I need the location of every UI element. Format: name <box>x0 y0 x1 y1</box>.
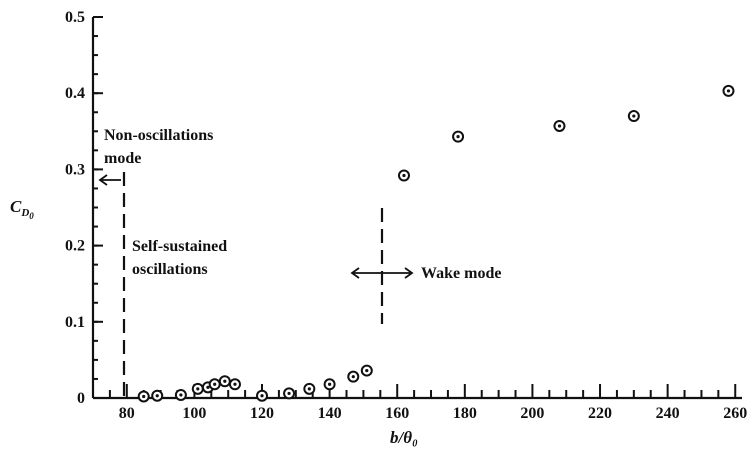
y-tick-label: 0.2 <box>65 238 85 255</box>
x-tick-label: 80 <box>119 405 135 422</box>
data-point-center <box>233 382 237 386</box>
x-tick-label: 260 <box>723 405 747 422</box>
data-point-center <box>213 382 217 386</box>
y-axis-label-main: C <box>10 197 22 216</box>
data-point-center <box>287 391 291 396</box>
wake-mode-arrowhead-right <box>404 267 414 279</box>
annotation-non-oscillations-line2: mode <box>104 150 141 167</box>
x-tick-label: 140 <box>318 405 342 422</box>
data-point-center <box>557 124 562 128</box>
y-axis-label-sub: D <box>20 207 29 219</box>
x-tick-label: 240 <box>656 405 680 422</box>
y-tick-label: 0.3 <box>65 161 85 178</box>
wake-mode-arrowhead-left <box>350 267 360 279</box>
x-tick-label: 180 <box>453 405 477 422</box>
x-tick-label: 120 <box>250 405 274 422</box>
data-point-center <box>260 394 264 398</box>
data-point-center <box>351 375 355 379</box>
data-point-center <box>155 394 159 398</box>
data-point-center <box>223 379 227 383</box>
data-points <box>137 84 735 403</box>
annotation-self-sustained-line1: Self-sustained <box>132 238 227 255</box>
x-tick-label: 100 <box>182 405 206 422</box>
data-point-center <box>632 114 636 118</box>
data-point-center <box>726 89 731 93</box>
y-tick-label: 0.4 <box>65 85 85 102</box>
x-tick-label: 200 <box>520 405 544 422</box>
data-point-center <box>365 368 369 373</box>
non-oscillations-arrowhead <box>98 174 108 186</box>
data-point-center <box>179 393 183 397</box>
y-ticks: 0 0.1 0.2 0.3 0.4 0.5 <box>65 9 103 407</box>
y-tick-label: 0.1 <box>65 314 85 331</box>
data-point-center <box>402 173 406 178</box>
y-tick-label: 0 <box>77 390 85 407</box>
x-ticks: 80 100 120 140 160 180 200 220 240 260 <box>92 384 747 422</box>
y-axis-label: CD0 <box>10 197 34 221</box>
data-point-center <box>307 387 311 391</box>
data-point-center <box>328 382 332 386</box>
annotation-non-oscillations-line1: Non-oscillations <box>104 127 213 144</box>
data-point-center <box>456 135 460 139</box>
data-point-center <box>196 387 200 391</box>
axes <box>91 17 742 400</box>
x-tick-label: 220 <box>588 405 612 422</box>
annotation-self-sustained-line2: oscillations <box>132 261 208 278</box>
annotations: Non-oscillations mode Self-sustained osc… <box>98 127 501 398</box>
y-tick-label: 0.5 <box>65 9 85 26</box>
data-point-center <box>142 394 146 399</box>
data-point-center <box>206 385 210 389</box>
x-axis-label: b/θ₀ <box>390 428 418 447</box>
y-axis-label-subsub: 0 <box>29 211 34 221</box>
x-tick-label: 160 <box>385 405 409 422</box>
annotation-wake-mode: Wake mode <box>421 265 501 282</box>
